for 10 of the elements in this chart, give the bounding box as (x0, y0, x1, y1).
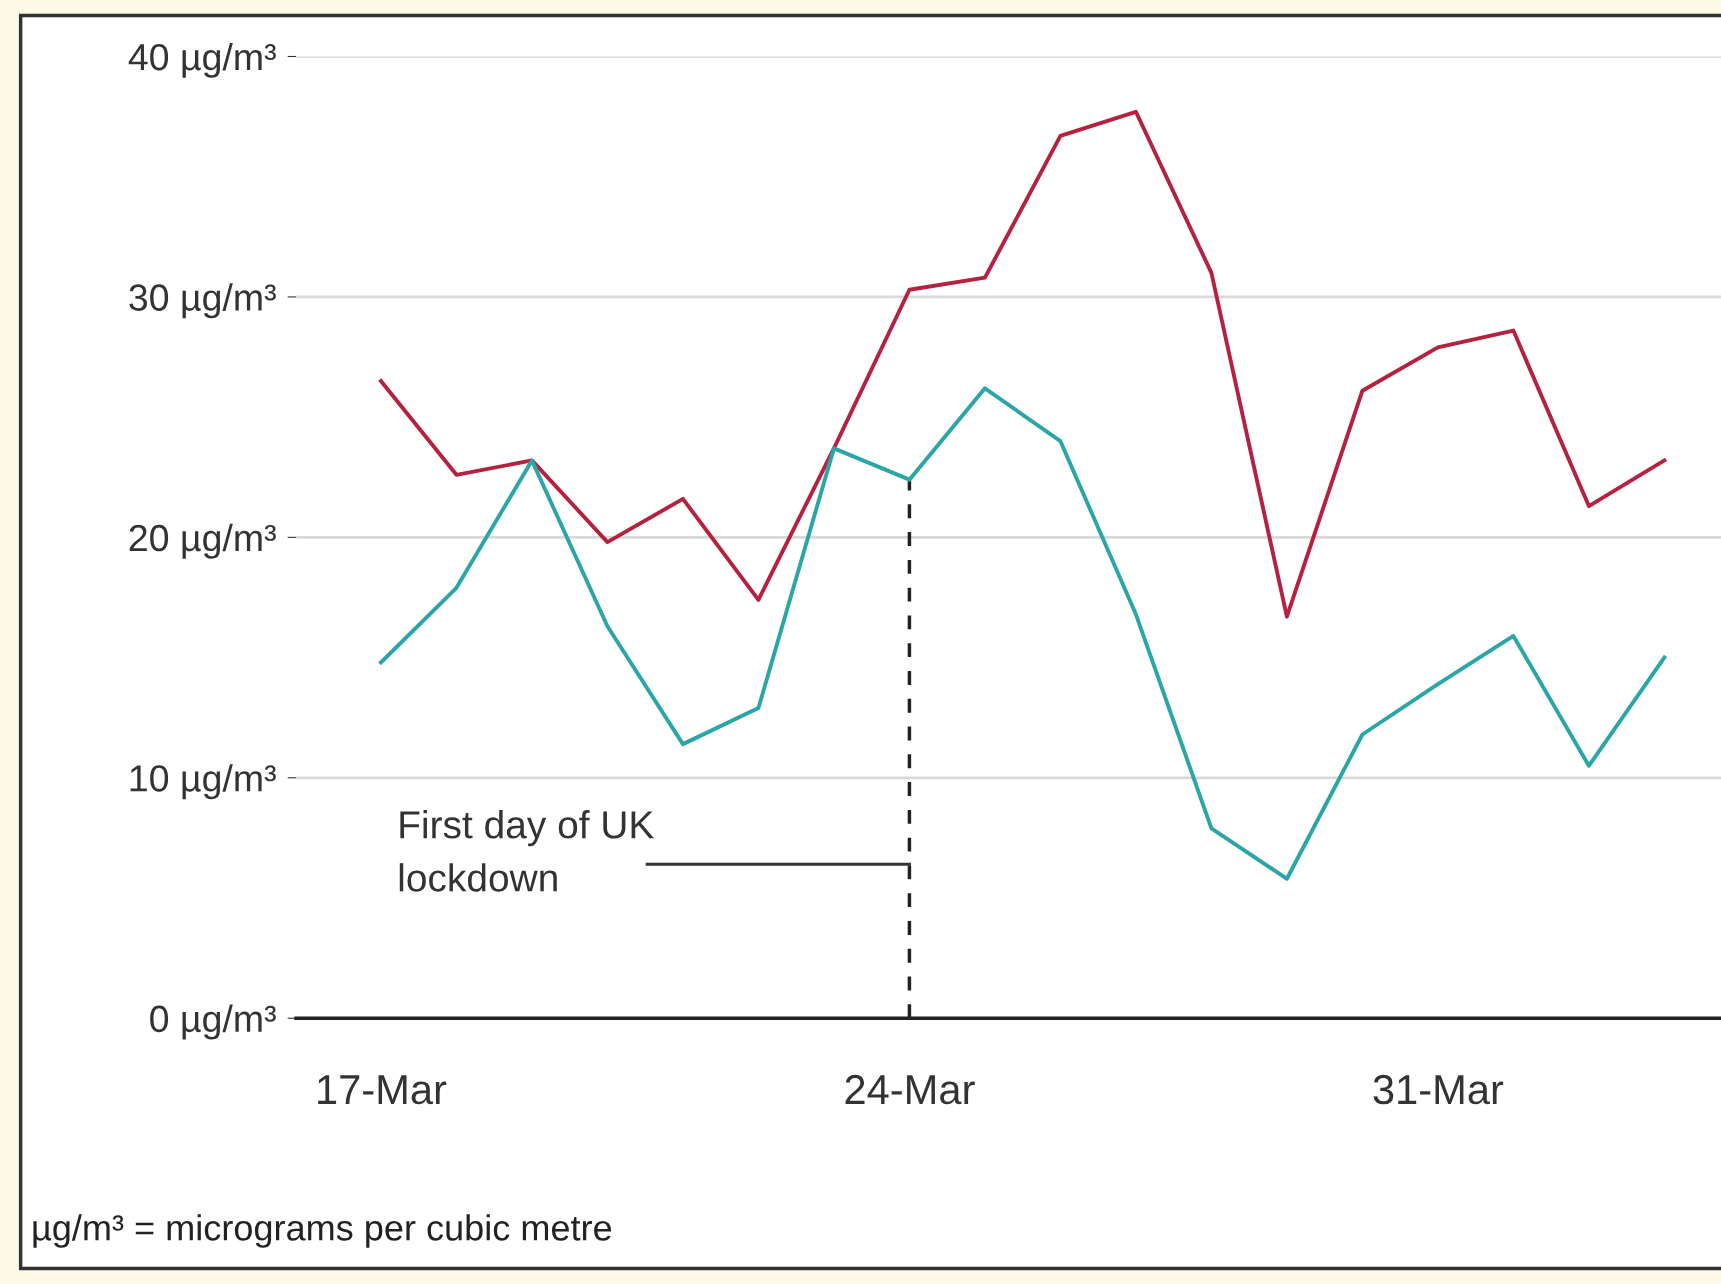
y-tick-label: 10 µg/m³ (130, 764, 276, 800)
x-tick-label: 24-Mar (845, 1074, 975, 1105)
y-tick-label: 40 µg/m³ (128, 42, 276, 78)
x-tick-label: 17-Mar (318, 1075, 447, 1105)
y-tick-label: 30 µg/m³ (129, 283, 276, 319)
x-tick-label: 31-Mar (1373, 1074, 1504, 1105)
y-tick-label: 0 µg/m³ (150, 1004, 276, 1040)
text: µg/m³ = micrograms per cubic metre (33, 1214, 612, 1248)
y-tick-label: 20 µg/m³ (129, 523, 276, 559)
ref-line-label: First day of UK lockdown (399, 810, 654, 892)
